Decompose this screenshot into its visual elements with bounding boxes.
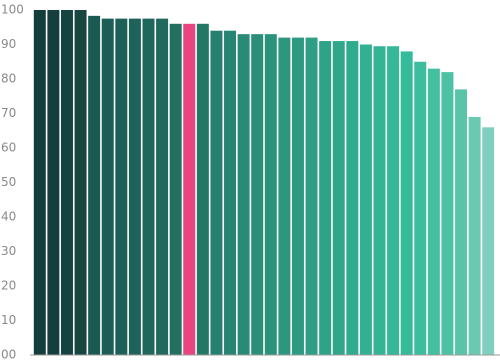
bar bbox=[291, 37, 304, 355]
bar bbox=[60, 10, 73, 355]
y-tick-label: 60 bbox=[1, 141, 16, 155]
bar bbox=[264, 34, 277, 356]
bar bbox=[210, 30, 223, 355]
bar bbox=[33, 10, 46, 355]
bar bbox=[468, 116, 481, 355]
bar bbox=[47, 10, 60, 355]
y-tick-label: 70 bbox=[1, 106, 16, 120]
y-tick-label: 30 bbox=[1, 244, 16, 258]
y-tick-label: 90 bbox=[1, 37, 16, 51]
bar bbox=[74, 10, 87, 355]
y-tick-label: 40 bbox=[1, 210, 16, 224]
bar bbox=[237, 34, 250, 356]
bar bbox=[387, 46, 400, 355]
bar bbox=[101, 18, 114, 355]
bar bbox=[332, 41, 345, 356]
bar bbox=[305, 37, 318, 355]
bar bbox=[441, 72, 454, 355]
y-tick-label: 80 bbox=[1, 72, 16, 86]
bar bbox=[414, 61, 427, 355]
bar bbox=[346, 41, 359, 356]
bar bbox=[359, 44, 372, 355]
bar bbox=[427, 68, 440, 356]
bar bbox=[482, 127, 495, 355]
bar bbox=[455, 89, 468, 355]
bar bbox=[251, 34, 264, 356]
y-tick-label: 100 bbox=[1, 3, 24, 17]
bar bbox=[88, 15, 101, 356]
bar bbox=[142, 18, 155, 355]
y-tick-label: 00 bbox=[1, 348, 16, 362]
bar bbox=[169, 23, 182, 356]
bar bbox=[156, 18, 169, 355]
bar bbox=[115, 18, 128, 355]
bar bbox=[196, 23, 209, 356]
bar bbox=[224, 30, 237, 355]
bar bbox=[128, 18, 141, 355]
bar bbox=[373, 46, 386, 355]
bar bbox=[183, 23, 196, 356]
y-tick-label: 50 bbox=[1, 175, 16, 189]
bar bbox=[400, 51, 413, 356]
bar bbox=[319, 41, 332, 356]
bar bbox=[278, 37, 291, 355]
y-tick-label: 20 bbox=[1, 279, 16, 293]
y-tick-label: 10 bbox=[1, 313, 16, 327]
